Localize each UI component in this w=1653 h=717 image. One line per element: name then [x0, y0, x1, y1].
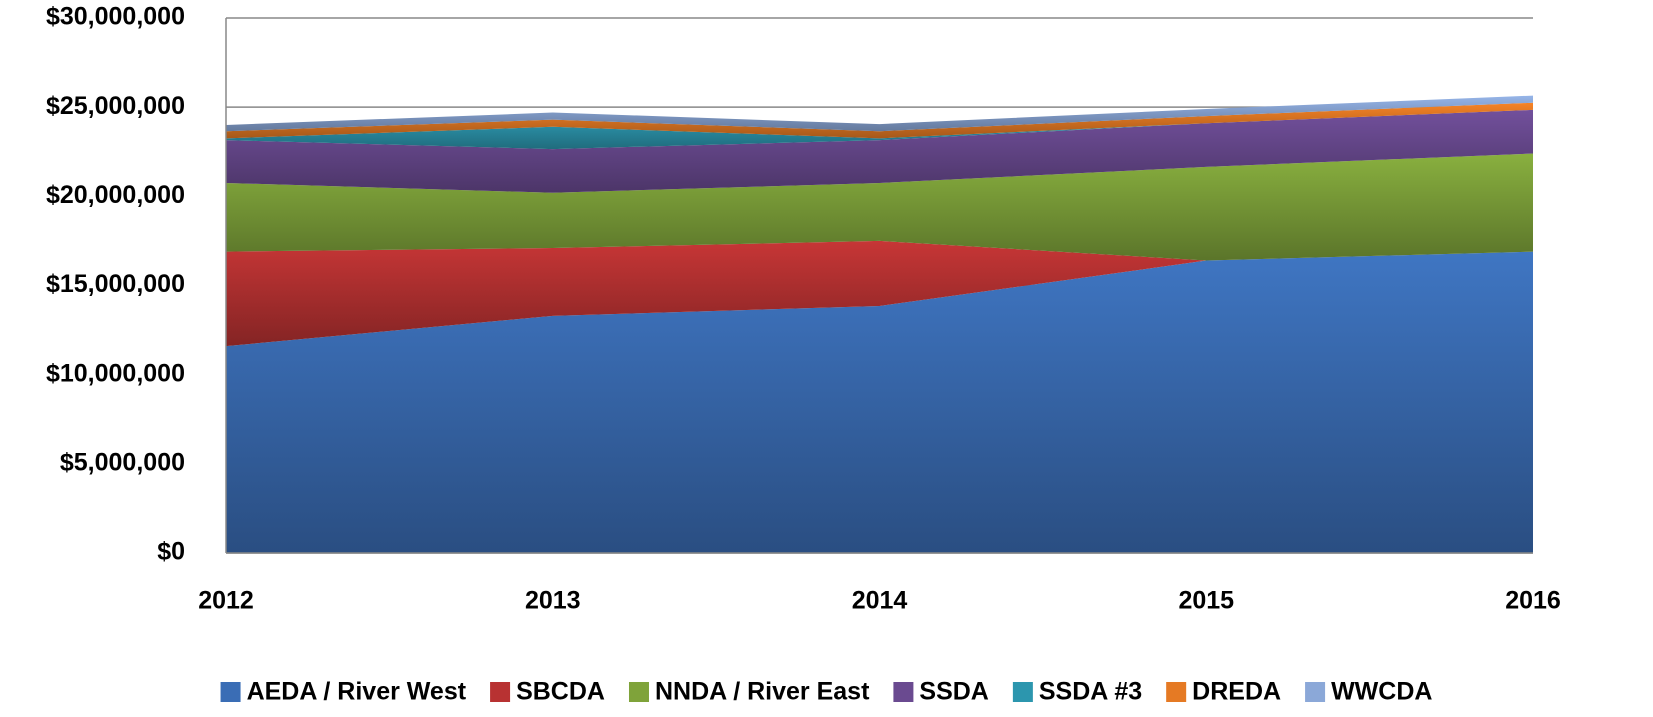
y-tick-label: $20,000,000: [46, 181, 185, 209]
y-tick-label: $10,000,000: [46, 359, 185, 387]
x-tick-label: 2014: [852, 587, 908, 615]
legend-swatch: [220, 682, 241, 702]
legend-label: AEDA / River West: [247, 678, 467, 706]
legend-swatch: [1166, 682, 1187, 702]
y-tick-label: $30,000,000: [46, 3, 185, 31]
area: [226, 109, 1533, 193]
y-tick-label: $5,000,000: [60, 448, 185, 476]
legend-label: WWCDA: [1331, 678, 1432, 706]
y-tick-label: $0: [157, 538, 185, 566]
x-tick-label: 2016: [1505, 587, 1561, 615]
legend-label: SSDA: [919, 678, 988, 706]
legend-swatch: [893, 682, 914, 702]
legend-swatch: [628, 682, 649, 702]
legend-swatch: [1012, 682, 1033, 702]
y-tick-label: $25,000,000: [46, 92, 185, 120]
x-tick-label: 2015: [1178, 587, 1234, 615]
area: [226, 240, 1533, 347]
y-tick-label: $15,000,000: [46, 270, 185, 298]
area: [226, 153, 1533, 261]
legend-label: SSDA #3: [1039, 678, 1142, 706]
area: [226, 95, 1533, 132]
area: [226, 251, 1533, 553]
x-tick-label: 2013: [525, 587, 581, 615]
legend-label: NNDA / River East: [655, 678, 870, 706]
area: [226, 109, 1533, 150]
x-tick-label: 2012: [198, 587, 254, 615]
legend-label: SBCDA: [516, 678, 605, 706]
legend-label: DREDA: [1192, 678, 1281, 706]
legend-swatch: [490, 682, 511, 702]
legend-swatch: [1305, 682, 1326, 702]
legend: AEDA / River West SBCDA NNDA / River East S…: [220, 678, 1432, 706]
